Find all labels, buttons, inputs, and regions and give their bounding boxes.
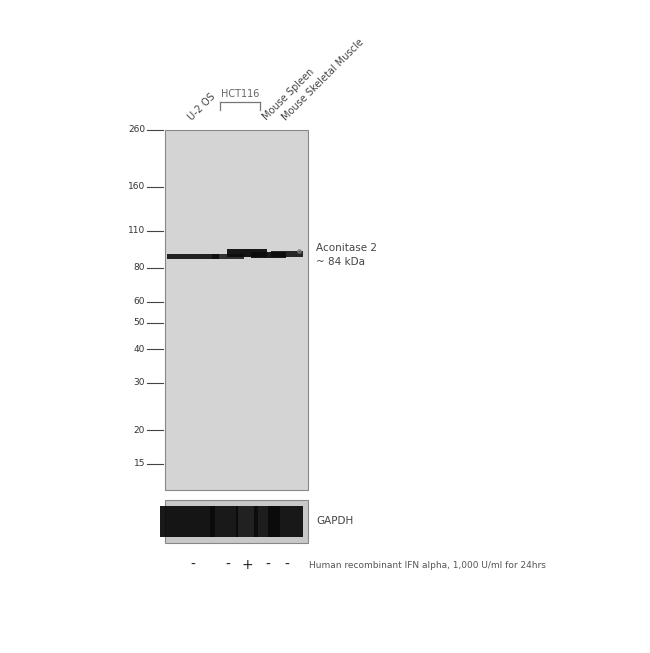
Bar xyxy=(227,249,267,257)
Text: Aconitase 2
~ 84 kDa: Aconitase 2 ~ 84 kDa xyxy=(316,244,377,268)
Text: -: - xyxy=(190,558,196,572)
Text: -: - xyxy=(266,558,270,572)
Text: Human recombinant IFN alpha, 1,000 U/ml for 24hrs: Human recombinant IFN alpha, 1,000 U/ml … xyxy=(309,560,546,569)
Bar xyxy=(268,506,302,537)
Text: 260: 260 xyxy=(128,125,145,135)
Text: -: - xyxy=(226,558,231,572)
Text: +: + xyxy=(241,558,253,572)
Bar xyxy=(250,253,285,259)
Text: -: - xyxy=(285,558,289,572)
Bar xyxy=(271,251,303,257)
Text: 60: 60 xyxy=(133,297,145,306)
Text: 50: 50 xyxy=(133,319,145,327)
Bar xyxy=(167,254,219,259)
Text: 110: 110 xyxy=(128,226,145,235)
Text: 160: 160 xyxy=(128,182,145,191)
Bar xyxy=(236,506,258,537)
Text: 40: 40 xyxy=(134,345,145,353)
Bar xyxy=(159,506,214,537)
Text: 20: 20 xyxy=(134,426,145,435)
Text: 30: 30 xyxy=(133,378,145,387)
Bar xyxy=(165,500,308,543)
Bar xyxy=(212,254,244,259)
Bar xyxy=(165,130,308,490)
Text: 15: 15 xyxy=(133,459,145,468)
Text: Mouse Spleen: Mouse Spleen xyxy=(261,67,317,122)
Text: HCT116: HCT116 xyxy=(221,89,259,99)
Text: U-2 OS: U-2 OS xyxy=(186,91,217,122)
Bar xyxy=(254,506,280,537)
Text: 80: 80 xyxy=(133,263,145,272)
Text: GAPDH: GAPDH xyxy=(316,517,353,526)
Text: Mouse Skeletal Muscle: Mouse Skeletal Muscle xyxy=(280,37,365,122)
Bar xyxy=(210,506,238,537)
